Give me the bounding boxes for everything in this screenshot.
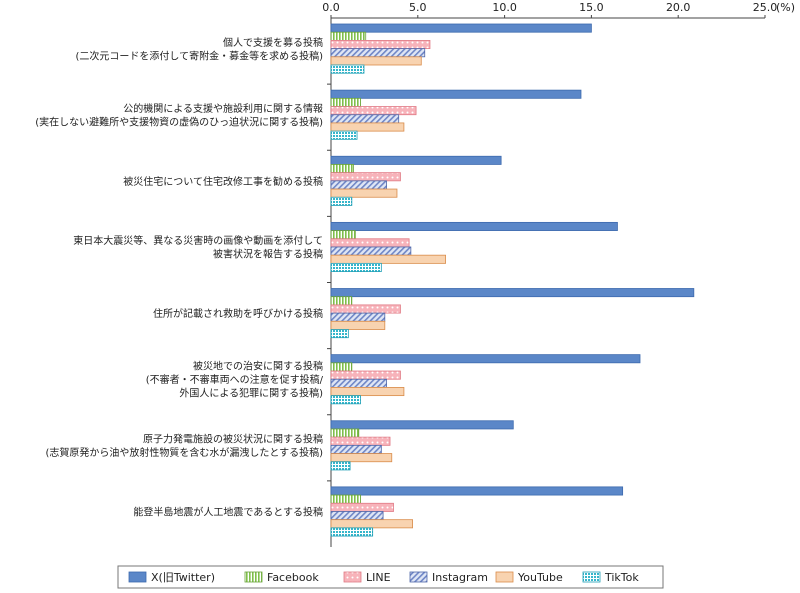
legend-label: LINE: [366, 571, 391, 584]
category-label: (志賀原発から油や放射性物質を含む水が漏洩したとする投稿): [45, 446, 323, 459]
x-axis-unit: (%): [776, 1, 795, 14]
bar-youtube: [330, 387, 405, 397]
bar-line: [330, 40, 431, 50]
bar-tiktok: [330, 262, 382, 272]
bar-x-twitter: [330, 288, 695, 298]
bar-facebook: [330, 428, 360, 438]
legend-swatch: [128, 571, 147, 583]
bar-instagram: [330, 511, 384, 521]
legend-box: [117, 565, 664, 589]
category-label: 被害状況を報告する投稿: [213, 248, 323, 261]
bar-youtube: [330, 56, 422, 66]
bar-line: [330, 370, 401, 380]
bar-tiktok: [330, 395, 361, 405]
bar-tiktok: [330, 64, 365, 74]
category-label: 能登半島地震が人工地震であるとする投稿: [133, 505, 323, 518]
bar-tiktok: [330, 130, 358, 140]
legend-swatch: [343, 571, 362, 583]
plot-area: [327, 15, 766, 547]
bar-x-twitter: [330, 155, 502, 165]
x-axis: 0.0 5.0 10.0 15.0 20.0 25.0(%): [322, 1, 795, 14]
bar-line: [330, 238, 410, 248]
category-label: 被災地での治安に関する投稿: [193, 360, 323, 373]
bar-facebook: [330, 97, 361, 107]
category-label: 被災住宅について住宅改修工事を勧める投稿: [123, 175, 323, 188]
x-tick-label: 0.0: [322, 1, 340, 14]
bar-youtube: [330, 453, 393, 463]
bar-line: [330, 172, 401, 182]
category-label: (実在しない避難所や支援物資の虚偽のひっ迫状況に関する投稿): [35, 115, 323, 128]
bar-line: [330, 304, 401, 314]
legend-label: YouTube: [517, 571, 563, 584]
bar-instagram: [330, 246, 412, 256]
bar-tiktok: [330, 329, 349, 339]
bar-facebook: [330, 362, 353, 372]
bar-instagram: [330, 114, 400, 124]
legend-label: Facebook: [267, 571, 319, 584]
bar-facebook: [330, 296, 353, 306]
x-tick-label: 20.0: [666, 1, 691, 14]
bar-instagram: [330, 312, 386, 322]
bar-tiktok: [330, 196, 353, 206]
bar-instagram: [330, 180, 387, 190]
bar-line: [330, 502, 394, 512]
bar-facebook: [330, 31, 367, 41]
bar-facebook: [330, 494, 361, 504]
bar-youtube: [330, 519, 413, 529]
category-label: 原子力発電施設の被災状況に関する投稿: [143, 433, 323, 446]
bar-line: [330, 436, 391, 446]
bar-x-twitter: [330, 221, 618, 231]
bar-x-twitter: [330, 89, 582, 99]
legend-label: Instagram: [432, 571, 488, 584]
bar-facebook: [330, 164, 354, 174]
x-tick-label: 10.0: [492, 1, 517, 14]
bar-x-twitter: [330, 23, 592, 33]
bar-tiktok: [330, 461, 351, 471]
category-label: (二次元コードを添付して寄附金・募金等を求める投稿): [75, 49, 323, 62]
bar-youtube: [330, 188, 398, 198]
legend-label: X(旧Twitter): [151, 571, 215, 584]
x-tick-label: 25.0: [753, 1, 778, 14]
category-label: 個人で支援を募る投稿: [223, 36, 323, 49]
bar-facebook: [330, 230, 356, 240]
legend: X(旧Twitter) Facebook LINE Instagram YouTube T…: [117, 565, 664, 589]
bar-youtube: [330, 254, 446, 264]
bar-x-twitter: [330, 354, 641, 364]
x-tick-label: 15.0: [579, 1, 604, 14]
bar-instagram: [330, 378, 387, 388]
category-label: (不審者・不審車両への注意を促す投稿/: [146, 373, 324, 386]
legend-swatch: [409, 571, 428, 583]
category-label: 外国人による犯罪に関する投稿): [179, 387, 323, 400]
legend-swatch: [582, 571, 601, 583]
bar-line: [330, 106, 417, 116]
bar-x-twitter: [330, 486, 624, 496]
category-label: 東日本大震災等、異なる災害時の画像や動画を添付して: [73, 234, 323, 247]
bar-youtube: [330, 320, 386, 330]
category-labels: 個人で支援を募る投稿(二次元コードを添付して寄附金・募金等を求める投稿) 公的機関…: [35, 36, 323, 519]
bar-youtube: [330, 122, 405, 132]
legend-swatch: [244, 571, 263, 583]
category-label: 住所が記載され救助を呼びかける投稿: [153, 307, 323, 320]
category-label: 公的機関による支援や施設利用に関する情報: [123, 102, 323, 115]
legend-swatch: [495, 571, 514, 583]
bar-instagram: [330, 48, 426, 58]
bar-instagram: [330, 444, 382, 454]
bar-tiktok: [330, 527, 374, 537]
legend-label: TikTok: [604, 571, 639, 584]
x-tick-label: 5.0: [409, 1, 427, 14]
bar-x-twitter: [330, 420, 514, 430]
